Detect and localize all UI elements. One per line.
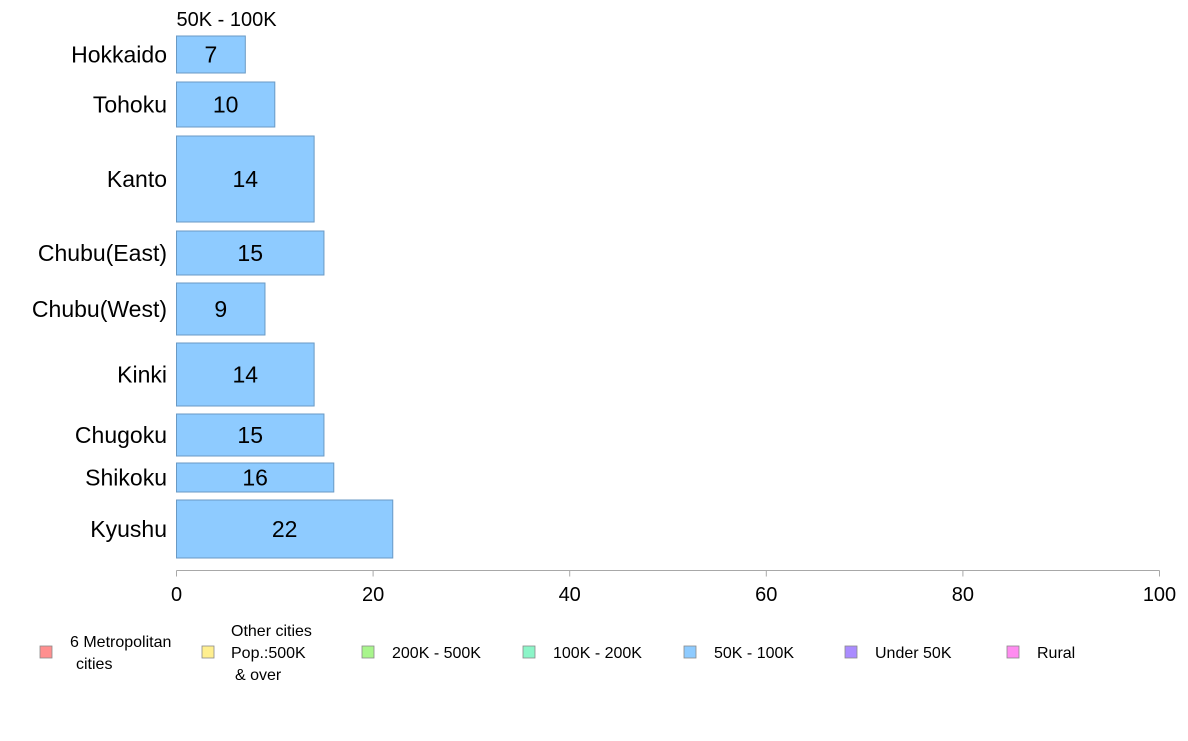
legend-label: 200K - 500K (392, 645, 481, 662)
bar-value-label: 14 (233, 166, 259, 192)
legend-swatch (1006, 645, 1020, 659)
bar (176, 135, 315, 223)
legend-swatch (844, 645, 858, 659)
category-label: Chugoku (75, 422, 167, 448)
x-tick-label: 80 (952, 584, 974, 606)
legend-label: 6 Metropolitan (70, 634, 171, 651)
category-label: Chubu(East) (38, 240, 167, 266)
bar (176, 499, 394, 559)
legend-swatch (522, 645, 536, 659)
bar-value-label: 14 (233, 362, 259, 388)
legend-label: 100K - 200K (553, 645, 642, 662)
bar-value-label: 7 (205, 42, 218, 68)
category-label: Kinki (117, 362, 167, 388)
category-label: Chubu(West) (32, 296, 167, 322)
legend-label: 50K - 100K (714, 645, 794, 662)
bar-value-label: 15 (237, 240, 263, 266)
x-tick-label: 40 (559, 584, 581, 606)
bar (176, 230, 325, 276)
x-tick-label: 100 (1143, 584, 1176, 606)
chart-title: 50K - 100K (177, 9, 278, 31)
x-tick-label: 0 (171, 584, 182, 606)
bar-value-label: 10 (213, 92, 239, 118)
category-label: Tohoku (93, 92, 167, 118)
x-tick-label: 60 (755, 584, 777, 606)
x-tick-label: 20 (362, 584, 384, 606)
legend-label: Rural (1037, 645, 1075, 662)
legend-swatch (39, 645, 53, 659)
legend-swatch (361, 645, 375, 659)
bar (176, 342, 315, 407)
bar (176, 282, 266, 336)
bar (176, 35, 246, 74)
bar (176, 81, 276, 128)
bar-value-label: 16 (242, 465, 268, 491)
legend-label: cities (76, 656, 112, 673)
legend-swatch (683, 645, 697, 659)
category-label: Kyushu (90, 516, 167, 542)
legend-label: & over (235, 667, 282, 684)
bar-value-label: 9 (214, 296, 227, 322)
legend-label: Other cities (231, 623, 312, 640)
bar-value-label: 15 (237, 422, 263, 448)
legend-label: Pop.:500K (231, 645, 306, 662)
category-label: Kanto (107, 166, 167, 192)
bar-value-label: 22 (272, 516, 298, 542)
bar (176, 413, 325, 457)
legend-label: Under 50K (875, 645, 952, 662)
bar (176, 462, 335, 493)
category-label: Shikoku (85, 465, 167, 491)
legend-swatch (201, 645, 215, 659)
category-label: Hokkaido (71, 42, 167, 68)
